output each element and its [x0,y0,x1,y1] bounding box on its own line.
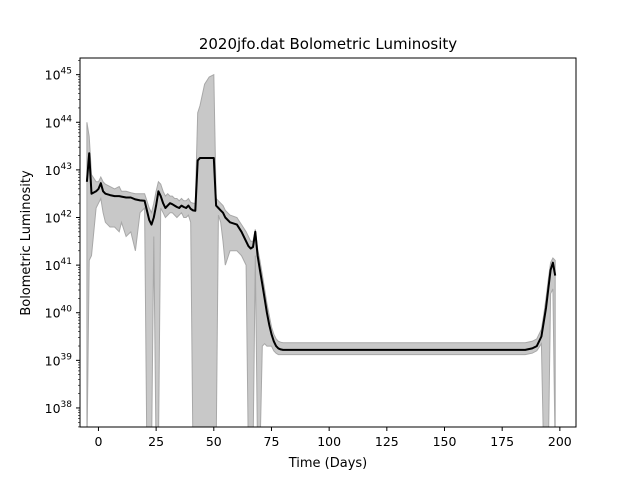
x-tick-label: 200 [548,434,572,449]
y-axis-ticks: 1038 1039 1040 1041 1042 1043 1044 1045 [45,60,80,428]
x-tick-label: 0 [94,434,102,449]
x-tick-label: 50 [206,434,222,449]
y-tick-label: 1038 [45,400,73,416]
x-tick-label: 125 [375,434,399,449]
chart-title: 2020jfo.dat Bolometric Luminosity [199,35,457,53]
x-tick-label: 150 [433,434,457,449]
y-tick-label: 1040 [45,305,73,321]
uncertainty-band-layer [86,73,556,427]
y-tick-label: 1043 [45,162,72,178]
x-tick-label: 75 [264,434,280,449]
x-tick-label: 100 [317,434,341,449]
x-tick-label: 25 [148,434,164,449]
y-tick-label: 1045 [45,67,72,83]
y-tick-label: 1041 [45,257,72,273]
uncertainty-band [86,73,556,427]
y-tick-label: 1042 [45,210,72,226]
x-tick-label: 175 [490,434,514,449]
y-axis-label: Bolometric Luminosity [19,170,34,316]
y-tick-label: 1044 [45,114,73,130]
luminosity-line [85,152,557,351]
x-axis-ticks: 0 25 50 75 100 125 150 175 200 [94,427,572,449]
y-tick-label: 1039 [45,352,73,368]
x-axis-label: Time (Days) [288,456,368,471]
luminosity-line-layer [85,152,557,351]
